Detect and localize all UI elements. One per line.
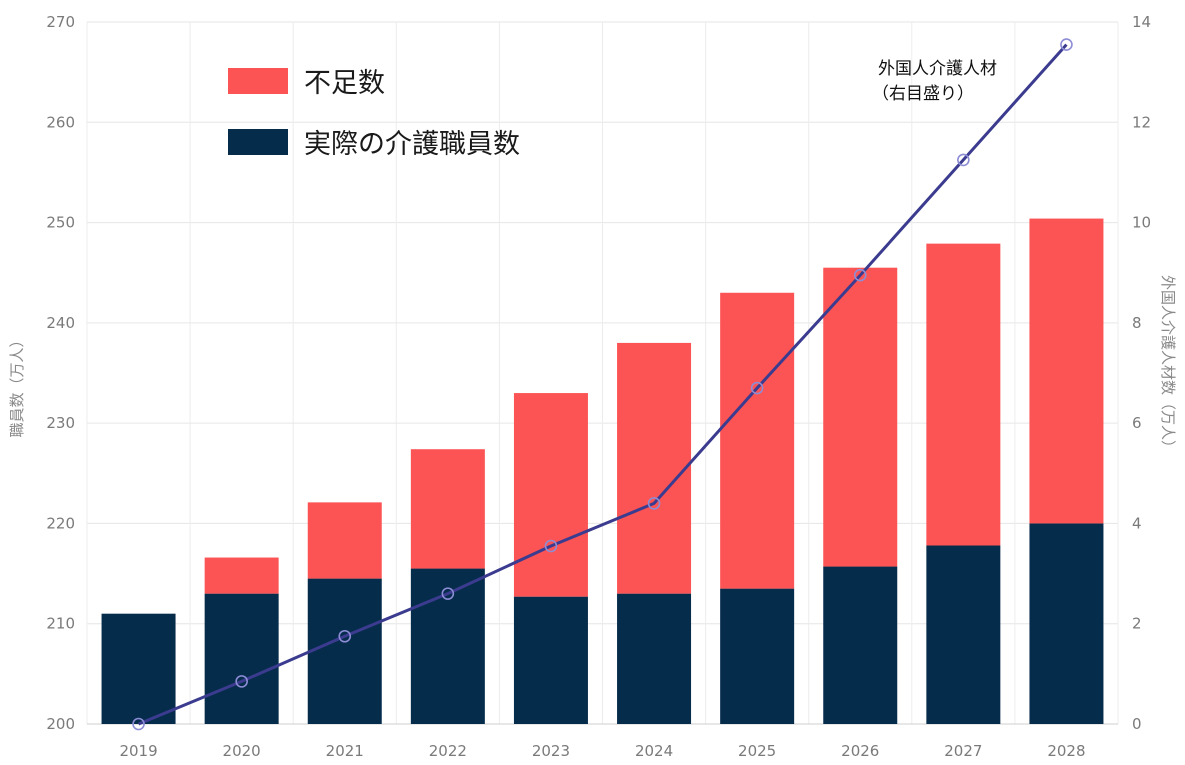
right-axis-ticks: 0 2 4 6 8 10 12 14 xyxy=(1132,13,1151,733)
legend-swatch-shortage xyxy=(228,68,288,94)
bar-actual-2028 xyxy=(1029,523,1104,724)
left-axis-ticks: 200 210 220 230 240 250 260 270 xyxy=(46,13,75,733)
bar-shortage-2022 xyxy=(410,449,485,569)
left-tick-label: 220 xyxy=(46,514,75,532)
line-point-2025 xyxy=(750,381,764,395)
bar-actual-2025 xyxy=(720,588,795,724)
bar-shortage-2021 xyxy=(307,502,382,579)
right-tick-label: 6 xyxy=(1132,414,1142,432)
bar-shortage-2028 xyxy=(1029,218,1104,524)
bars xyxy=(101,218,1104,724)
bar-actual-2027 xyxy=(926,545,1001,724)
x-tick-label: 2026 xyxy=(841,742,879,760)
left-tick-label: 250 xyxy=(46,214,75,232)
line-point-2019 xyxy=(132,717,145,731)
bar-actual-2024 xyxy=(617,593,692,724)
x-tick-label: 2025 xyxy=(738,742,776,760)
x-tick-label: 2024 xyxy=(635,742,673,760)
right-axis-title: 外国人介護人材数（万人） xyxy=(1159,275,1177,455)
line-point-2020 xyxy=(235,675,248,688)
grid-lines xyxy=(86,21,1119,725)
x-tick-label: 2020 xyxy=(223,742,261,760)
left-tick-label: 260 xyxy=(46,113,75,131)
bar-shortage-2027 xyxy=(926,243,1001,546)
line-point-2021 xyxy=(338,629,352,643)
line-point-2024 xyxy=(647,497,661,510)
left-tick-label: 240 xyxy=(46,314,75,332)
left-axis-title: 職員数（万人） xyxy=(8,332,26,437)
x-tick-label: 2027 xyxy=(944,742,982,760)
bar-shortage-2026 xyxy=(823,267,898,567)
line-path xyxy=(137,43,1068,726)
x-tick-label: 2023 xyxy=(532,742,570,760)
legend-swatch-actual xyxy=(228,129,288,155)
right-tick-label: 2 xyxy=(1132,615,1142,633)
bar-shortage-2024 xyxy=(617,342,692,594)
line-point-2027 xyxy=(957,153,970,167)
bar-actual-2020 xyxy=(204,593,279,724)
line-point-2023 xyxy=(544,539,558,553)
annotation-line1: 外国人介護人材 xyxy=(878,59,997,79)
line-point-2026 xyxy=(853,268,867,282)
bar-actual-2019 xyxy=(101,613,176,724)
line-point-2022 xyxy=(441,587,455,600)
right-tick-label: 12 xyxy=(1132,113,1151,131)
annotation-line2: （右目盛り） xyxy=(872,84,974,104)
bar-shortage-2020 xyxy=(204,557,279,594)
right-tick-label: 14 xyxy=(1132,13,1151,31)
x-tick-label: 2021 xyxy=(326,742,364,760)
x-tick-label: 2028 xyxy=(1047,742,1085,760)
foreign-worker-line xyxy=(132,38,1073,731)
legend: 不足数 実際の介護職員数 xyxy=(228,68,520,160)
line-point-2028 xyxy=(1060,38,1073,51)
line-annotation: 外国人介護人材 （右目盛り） xyxy=(872,59,997,104)
left-tick-label: 200 xyxy=(46,715,75,733)
legend-label-actual: 実際の介護職員数 xyxy=(304,129,520,160)
right-tick-label: 0 xyxy=(1132,715,1142,733)
bar-actual-2023 xyxy=(513,596,588,724)
bar-shortage-2025 xyxy=(720,292,795,589)
left-tick-label: 210 xyxy=(46,615,75,633)
bar-shortage-2023 xyxy=(513,393,588,597)
left-tick-label: 230 xyxy=(46,414,75,432)
x-axis-ticks: 2019 2020 2021 2022 2023 2024 2025 2026 2027 2028 xyxy=(119,742,1085,760)
bar-actual-2026 xyxy=(823,566,898,724)
x-tick-label: 2022 xyxy=(429,742,467,760)
bar-actual-2021 xyxy=(307,578,382,724)
legend-label-shortage: 不足数 xyxy=(304,68,385,99)
right-tick-label: 4 xyxy=(1132,514,1142,532)
right-tick-label: 10 xyxy=(1132,214,1151,232)
left-tick-label: 270 xyxy=(46,13,75,31)
x-tick-label: 2019 xyxy=(119,742,157,760)
bar-actual-2022 xyxy=(410,568,485,724)
right-tick-label: 8 xyxy=(1132,314,1142,332)
